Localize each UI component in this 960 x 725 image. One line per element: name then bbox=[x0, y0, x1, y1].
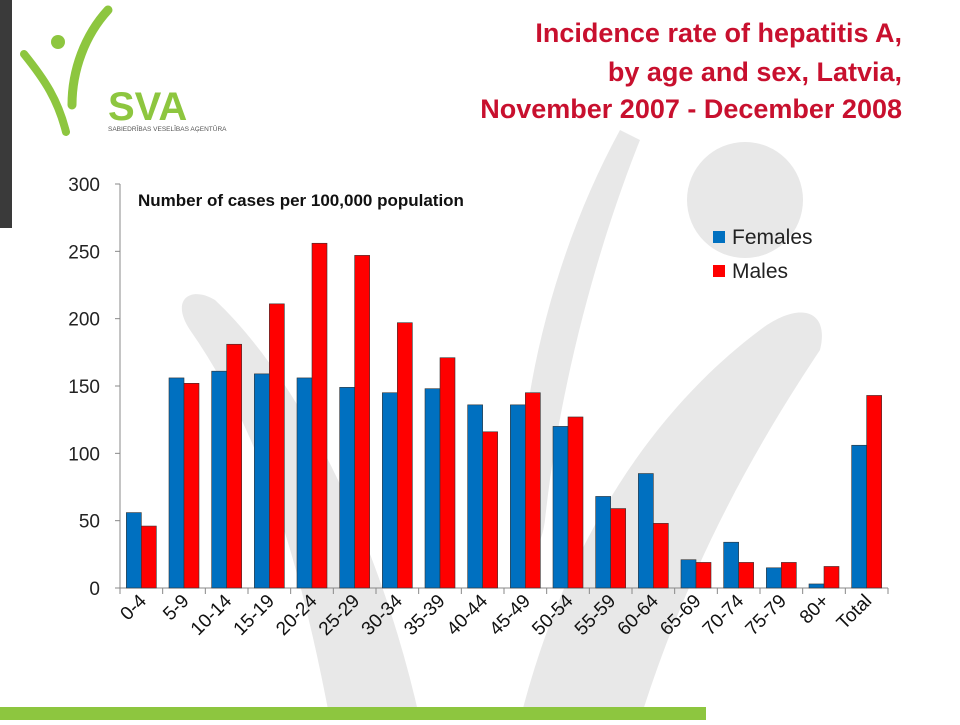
x-tick-label: 45-49 bbox=[486, 591, 535, 640]
sva-logo-figure-icon bbox=[20, 5, 113, 136]
bar-females-30-34 bbox=[382, 392, 398, 589]
x-tick-label: Total bbox=[833, 591, 876, 634]
legend-swatch-females bbox=[713, 231, 725, 243]
x-axis: 0-4 5-910-1415-1920-2425-2930-3435-3940-4… bbox=[117, 587, 889, 640]
bar-females-Total bbox=[851, 444, 867, 589]
bar-males-0-4 bbox=[141, 525, 157, 589]
bar-males-45-49 bbox=[525, 392, 541, 589]
bar-males-25-29 bbox=[354, 255, 370, 589]
x-tick-label: 15-19 bbox=[230, 591, 279, 640]
bar-females-80+ bbox=[808, 583, 825, 589]
y-tick-label: 250 bbox=[68, 242, 100, 263]
bar-males-15-19 bbox=[269, 303, 285, 589]
legend-label-females: Females bbox=[732, 226, 813, 249]
bar-females-55-59 bbox=[595, 496, 611, 589]
bar-males-40-44 bbox=[482, 431, 498, 589]
x-tick-label: 5-9 bbox=[159, 591, 193, 625]
legend: Females Males bbox=[713, 226, 813, 283]
bar-males-60-64 bbox=[653, 523, 669, 589]
bar-males-50-54 bbox=[567, 416, 584, 589]
bar-females-75-79 bbox=[766, 567, 782, 589]
logo-subtitle: SABIEDRĪBAS VESELĪBAS AĢENTŪRA bbox=[108, 125, 227, 133]
bar-females-15-19 bbox=[254, 373, 270, 589]
y-tick-label: 50 bbox=[79, 512, 100, 533]
y-tick-label: 300 bbox=[68, 175, 100, 196]
bar-females-65-69 bbox=[680, 559, 697, 589]
bar-males-20-24 bbox=[311, 242, 328, 589]
bar-males-75-79 bbox=[781, 562, 797, 589]
bar-females-35-39 bbox=[424, 388, 441, 589]
bar-females-10-14 bbox=[211, 370, 227, 589]
bar-males-65-69 bbox=[695, 562, 712, 589]
title-line-3: November 2007 - December 2008 bbox=[480, 94, 902, 124]
bar-females-60-64 bbox=[638, 473, 654, 589]
title-line-1: Incidence rate of hepatitis A, bbox=[535, 18, 902, 48]
bottom-accent-bar bbox=[0, 707, 706, 720]
bar-males-80+ bbox=[823, 566, 840, 589]
bar-females-50-54 bbox=[552, 426, 569, 589]
x-tick-label: 10-14 bbox=[187, 590, 237, 640]
x-tick-label: 40-44 bbox=[443, 590, 493, 640]
chart-annotation: Number of cases per 100,000 population bbox=[138, 191, 464, 210]
x-tick-label: 35-39 bbox=[400, 591, 449, 640]
bar-males-10-14 bbox=[226, 343, 242, 589]
bar-females-0-4 bbox=[126, 512, 142, 589]
y-tick-label: 0 bbox=[89, 579, 100, 600]
legend-swatch-males bbox=[713, 265, 725, 277]
bar-males-70-74 bbox=[738, 562, 754, 589]
bar-females-40-44 bbox=[467, 404, 483, 589]
bar-males-5-9 bbox=[183, 383, 200, 589]
y-axis: 0 50 100 150 200 250 300 bbox=[68, 175, 121, 600]
x-tick-label: 70-74 bbox=[699, 590, 749, 640]
y-tick-label: 200 bbox=[68, 310, 100, 331]
title-line-2: by age and sex, Latvia, bbox=[607, 57, 902, 87]
bar-males-55-59 bbox=[610, 508, 626, 589]
bar-females-5-9 bbox=[168, 377, 185, 589]
bar-chart: 0 50 100 150 200 250 300 0-4 5-910-1415-1920-24… bbox=[68, 175, 889, 640]
bar-males-35-39 bbox=[439, 357, 456, 589]
bar-females-20-24 bbox=[296, 377, 313, 589]
logo-wordmark: SVA bbox=[108, 85, 187, 129]
x-tick-label: 80+ bbox=[796, 591, 834, 629]
y-tick-label: 150 bbox=[68, 377, 100, 398]
bar-females-25-29 bbox=[339, 387, 355, 589]
bar-females-70-74 bbox=[723, 541, 739, 589]
left-edge-bar bbox=[0, 0, 12, 228]
bar-males-30-34 bbox=[397, 322, 413, 589]
bars bbox=[126, 242, 882, 589]
bar-females-45-49 bbox=[510, 404, 526, 589]
legend-label-males: Males bbox=[732, 260, 788, 283]
y-tick-label: 100 bbox=[68, 444, 100, 465]
x-tick-label: 75-79 bbox=[742, 591, 791, 640]
bar-males-Total bbox=[866, 395, 882, 589]
x-tick-label: 0-4 bbox=[117, 590, 152, 625]
